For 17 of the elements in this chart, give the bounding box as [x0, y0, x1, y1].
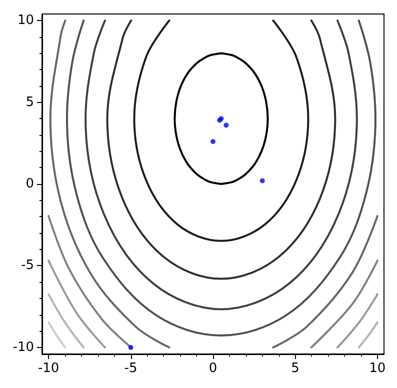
x-tick-label: 5: [291, 361, 300, 376]
line-series: [106, 20, 336, 280]
x-tick-label: 10: [369, 361, 386, 376]
y-tick-label: 10: [17, 13, 34, 28]
point: [210, 139, 216, 144]
y-tick-label: -10: [12, 340, 34, 355]
point: [128, 344, 134, 350]
line-series: [84, 20, 358, 310]
x-tick-label: 0: [208, 361, 218, 376]
y-tick-label: -5: [21, 258, 34, 274]
line-series: [133, 20, 310, 242]
point: [224, 122, 229, 128]
y-tick-label: 5: [26, 94, 34, 110]
point: [260, 178, 265, 184]
x-tick-label: -5: [124, 361, 138, 376]
y-tick-label: 0: [26, 176, 34, 192]
x-tick-label: -10: [38, 361, 60, 376]
